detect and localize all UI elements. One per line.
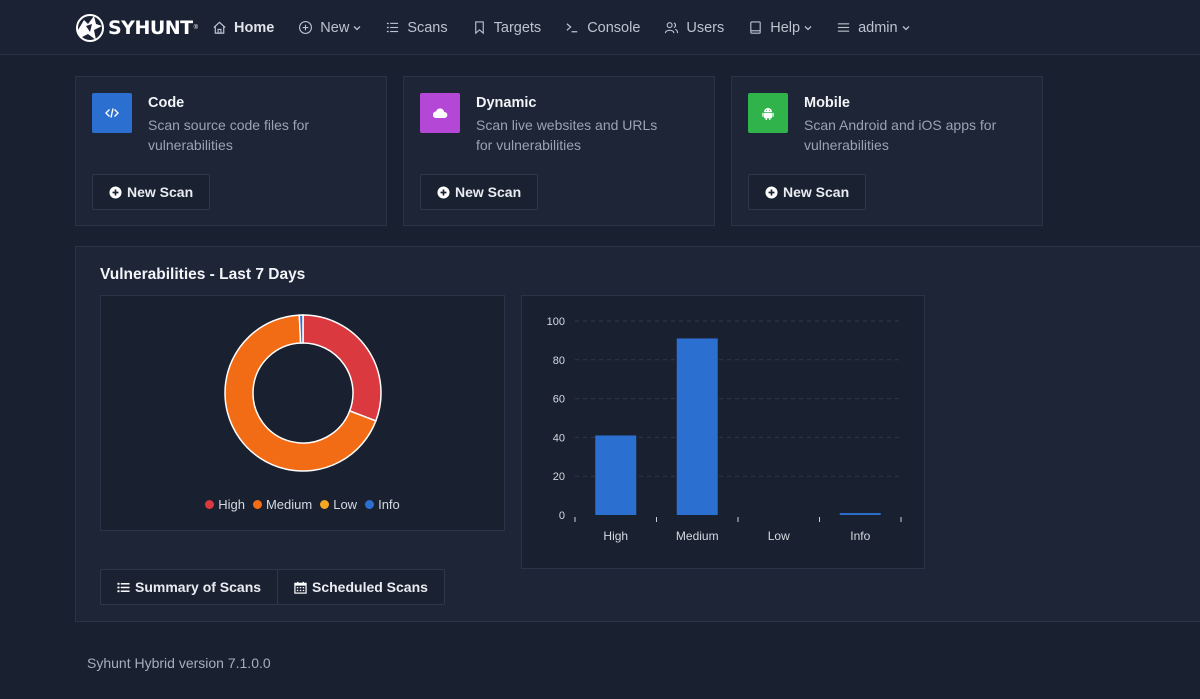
legend-dot-icon (252, 500, 262, 509)
brand-name: SYHUNT (108, 17, 193, 39)
scheduled-scans-label: Scheduled Scans (312, 579, 428, 595)
card-dynamic: Dynamic Scan live websites and URLs for … (403, 76, 715, 226)
bar-info[interactable] (839, 513, 881, 515)
list-icon (117, 582, 130, 592)
home-icon (213, 21, 226, 34)
summary-of-scans-button[interactable]: Summary of Scans (100, 569, 279, 605)
syhunt-logo-icon (76, 14, 104, 42)
legend-dot-icon (320, 500, 330, 509)
nav-new[interactable]: New (298, 0, 361, 55)
nav-console[interactable]: Console (565, 0, 640, 55)
plus-circle-icon (109, 185, 122, 199)
card-mobile-title: Mobile (804, 95, 850, 111)
legend-item-low[interactable]: Low (320, 497, 357, 512)
nav-targets-label: Targets (493, 19, 542, 36)
donut-slice-medium[interactable] (224, 314, 377, 472)
bookmark-icon (474, 21, 484, 35)
code-new-scan-button[interactable]: New Scan (92, 174, 211, 210)
legend-label: Low (333, 497, 358, 512)
legend-item-info[interactable]: Info (365, 497, 400, 512)
y-tick-label: 0 (559, 510, 565, 522)
bar-chart: 0 20 40 60 80 100 High Medium Low Info (547, 316, 902, 543)
card-code-icon-tile (92, 93, 132, 133)
main-nav: Home New Scans Targets Console Users Hel… (212, 0, 934, 55)
card-mobile: Mobile Scan Android and iOS apps for vul… (731, 76, 1043, 226)
donut-slice-info[interactable] (298, 314, 304, 344)
brand-logo[interactable]: SYHUNT ® (74, 12, 198, 44)
summary-of-scans-label: Summary of Scans (135, 579, 262, 595)
nav-admin[interactable]: admin (836, 0, 910, 55)
donut-legend: High Medium Low Info (100, 497, 505, 512)
nav-home[interactable]: Home (212, 0, 274, 55)
bar-high[interactable] (595, 435, 637, 515)
card-mobile-description: Scan Android and iOS apps for vulnerabil… (804, 117, 997, 153)
legend-item-medium[interactable]: Medium (252, 497, 313, 512)
menu-icon (837, 23, 850, 32)
card-code-title: Code (148, 95, 185, 111)
nav-help-label: Help (770, 19, 801, 36)
legend-item-high[interactable]: High (205, 497, 245, 512)
chevron-down-icon (902, 25, 910, 30)
navbar: SYHUNT ® Home New Scans Targets Console U… (0, 0, 1200, 55)
y-tick-label: 100 (547, 316, 565, 328)
dynamic-new-scan-button[interactable]: New Scan (420, 174, 539, 210)
chevron-down-icon (353, 25, 361, 30)
x-tick-label: Low (768, 529, 790, 543)
x-tick-label: High (603, 529, 628, 543)
nav-new-label: New (320, 19, 350, 36)
brand-registered-mark: ® (193, 25, 199, 31)
plus-circle-icon (765, 185, 778, 199)
card-mobile-icon-tile (748, 93, 788, 133)
vulnerabilities-panel-title: Vulnerabilities - Last 7 Days (100, 266, 306, 283)
list-icon (387, 22, 399, 33)
users-icon (665, 22, 679, 34)
legend-label: High (218, 497, 245, 512)
y-tick-label: 20 (553, 471, 565, 483)
donut-chart (224, 314, 382, 472)
chevron-down-icon (804, 25, 812, 30)
mobile-new-scan-label: New Scan (783, 184, 850, 200)
legend-dot-icon (365, 500, 375, 509)
bar-medium[interactable] (676, 338, 718, 515)
nav-targets[interactable]: Targets (472, 0, 542, 55)
scheduled-scans-button[interactable]: Scheduled Scans (277, 569, 445, 605)
legend-dot-icon (205, 500, 215, 509)
card-dynamic-description: Scan live websites and URLs for vulnerab… (476, 117, 658, 153)
y-tick-label: 80 (553, 355, 565, 367)
donut-chart-box (100, 295, 505, 531)
cloud-icon (432, 108, 448, 118)
x-tick-label: Info (850, 529, 870, 543)
nav-help[interactable]: Help (748, 0, 812, 55)
y-tick-label: 60 (553, 394, 565, 406)
nav-scans-label: Scans (407, 19, 448, 36)
mobile-new-scan-button[interactable]: New Scan (748, 174, 867, 210)
terminal-icon (566, 23, 578, 33)
nav-users-label: Users (686, 19, 725, 36)
plus-circle-icon (299, 21, 313, 34)
dynamic-new-scan-label: New Scan (455, 184, 522, 200)
card-dynamic-title: Dynamic (476, 95, 537, 111)
legend-label: Info (378, 497, 400, 512)
book-icon (750, 21, 762, 34)
bar-chart-box: 0 20 40 60 80 100 High Medium Low Info (521, 295, 925, 569)
plus-circle-icon (437, 185, 450, 199)
calendar-icon (294, 581, 307, 594)
nav-scans[interactable]: Scans (385, 0, 448, 55)
code-new-scan-label: New Scan (127, 184, 194, 200)
x-tick-label: Medium (676, 529, 719, 543)
footer-version: Syhunt Hybrid version 7.1.0.0 (87, 655, 271, 671)
android-icon (762, 108, 774, 120)
card-dynamic-icon-tile (420, 93, 460, 133)
card-code-description: Scan source code files for vulnerabiliti… (148, 117, 310, 153)
legend-label: Medium (265, 497, 313, 512)
card-code: Code Scan source code files for vulnerab… (75, 76, 387, 226)
nav-admin-label: admin (858, 19, 898, 36)
y-tick-label: 40 (553, 432, 565, 444)
nav-home-label: Home (234, 19, 275, 36)
nav-users[interactable]: Users (664, 0, 724, 55)
donut-slice-high[interactable] (302, 314, 382, 422)
nav-console-label: Console (587, 19, 641, 36)
code-icon (105, 108, 119, 118)
